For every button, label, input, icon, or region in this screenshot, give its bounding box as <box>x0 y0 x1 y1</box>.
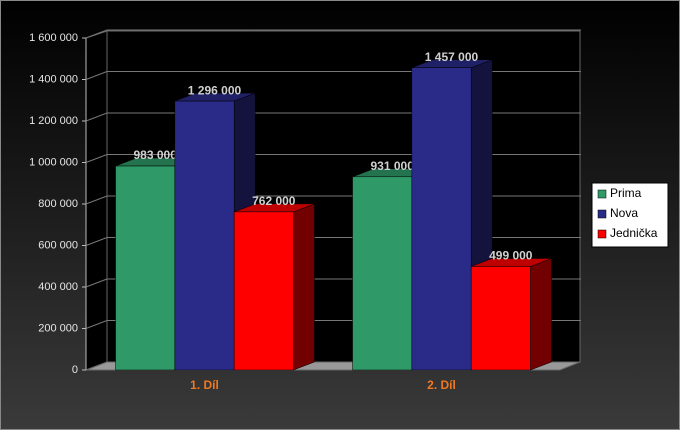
grid-line <box>85 29 108 39</box>
legend-label: Prima <box>610 186 642 200</box>
y-tick-label: 1 400 000 <box>29 73 78 85</box>
x-tick-label: 2. Díl <box>427 378 456 392</box>
grid-line <box>85 237 108 246</box>
legend-swatch <box>597 189 607 199</box>
value-label: 499 000 <box>489 249 533 263</box>
bar-front <box>174 100 235 371</box>
value-label: 1 296 000 <box>188 83 242 97</box>
grid-line <box>85 71 108 80</box>
value-label: 762 000 <box>252 194 296 208</box>
legend-swatch <box>597 209 607 219</box>
bar-front <box>233 211 294 371</box>
y-tick-label: 800 000 <box>38 198 78 210</box>
bar <box>233 203 315 371</box>
y-tick-label: 600 000 <box>38 239 78 251</box>
y-tick-label: 1 200 000 <box>29 115 78 127</box>
grid-line <box>85 195 108 205</box>
bar-front <box>470 266 531 371</box>
y-tick-label: 1 600 000 <box>29 32 78 44</box>
grid-line <box>85 112 108 122</box>
y-tick-label: 200 000 <box>38 322 78 334</box>
y-tick-label: 400 000 <box>38 281 78 293</box>
grid-line <box>85 154 108 163</box>
x-tick-label: 1. Díl <box>190 378 219 392</box>
bar-front <box>411 67 472 371</box>
bar-side <box>293 203 315 371</box>
y-tick-label: 1 000 000 <box>29 156 78 168</box>
legend-swatch <box>597 229 607 239</box>
bar-side <box>530 258 552 371</box>
bar-front <box>352 176 413 371</box>
value-label: 931 000 <box>371 159 415 173</box>
bar-front <box>115 165 176 371</box>
value-label: 1 457 000 <box>425 50 479 64</box>
y-tick-label: 0 <box>72 364 78 376</box>
bar <box>470 258 552 371</box>
value-label: 983 000 <box>134 148 178 162</box>
grid-line <box>85 320 108 329</box>
grid-line <box>85 278 108 288</box>
legend-label: Jednička <box>610 226 658 240</box>
bar <box>411 59 493 371</box>
legend-label: Nova <box>610 206 638 220</box>
